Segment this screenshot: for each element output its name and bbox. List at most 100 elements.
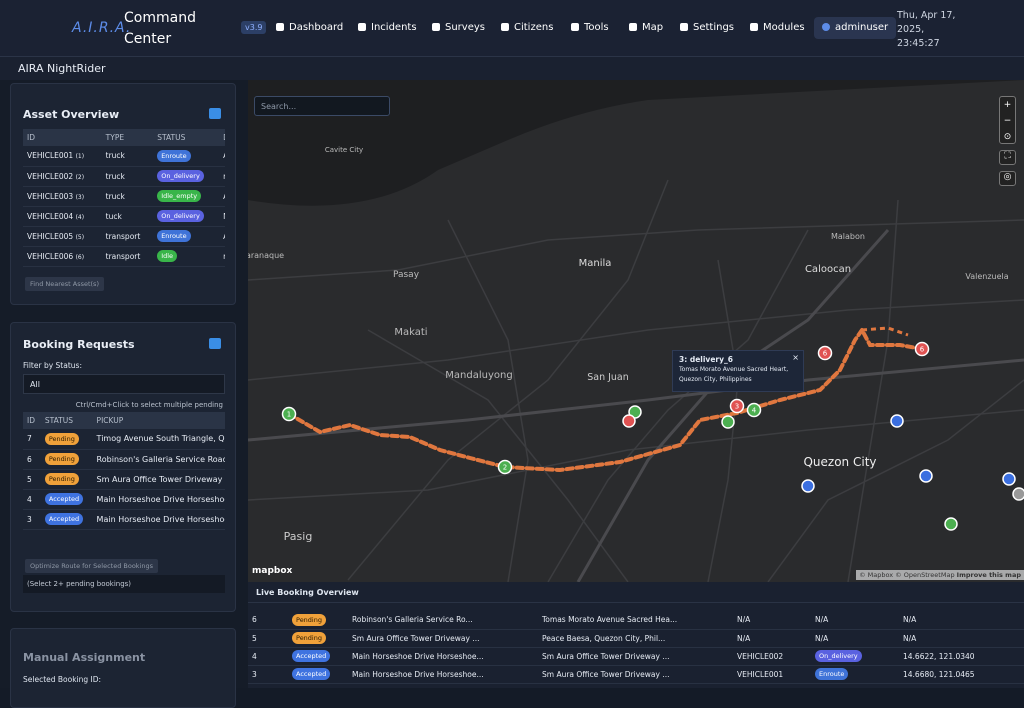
nav-item[interactable]: Citizens bbox=[493, 17, 561, 39]
zoom-controls[interactable]: + − ⊙ bbox=[999, 96, 1016, 144]
type: transport bbox=[105, 251, 141, 261]
status-badge: Pending bbox=[44, 432, 79, 445]
attribution: © Mapbox © OpenStreetMap Improve this ma… bbox=[856, 570, 1024, 580]
vehicle-num: (5) bbox=[75, 233, 85, 241]
place-label: Manila bbox=[579, 258, 612, 269]
nav-item[interactable]: Dashboard bbox=[268, 17, 351, 39]
vehicle-id: VEHICLE001 bbox=[27, 151, 74, 161]
refresh[interactable] bbox=[209, 338, 221, 349]
live-row: 6 Pending Robinson's Galleria Service Ro..… bbox=[248, 611, 1024, 629]
place-label: Makati bbox=[394, 327, 427, 338]
asset-card: Asset Overview IDTYPESTATUSDRIVVEHICLE00… bbox=[10, 83, 236, 305]
map-marker bbox=[817, 345, 833, 361]
subheader: AIRA NightRider bbox=[0, 57, 1024, 80]
refresh[interactable] bbox=[209, 108, 221, 119]
driver: repor bbox=[219, 166, 225, 186]
type: transport bbox=[105, 231, 141, 241]
col-header: STATUS bbox=[153, 129, 220, 146]
cell: VEHICLE006 (6) bbox=[23, 246, 102, 266]
nav-item[interactable]: Modules bbox=[742, 17, 813, 39]
find-button[interactable]: Find Nearest Asset(s) bbox=[25, 277, 104, 291]
cell: On_delivery bbox=[153, 206, 219, 226]
place-label: aranaque bbox=[248, 251, 284, 260]
cell: Enroute bbox=[153, 226, 219, 246]
map-marker bbox=[890, 414, 904, 428]
cell: Main Horseshoe Drive Horseshoe... bbox=[352, 651, 484, 661]
filter-label: Filter by Status: bbox=[23, 361, 82, 370]
cell: N/A bbox=[903, 633, 917, 643]
map[interactable]: Cavite City Pasay Manila Caloocan Malabon Val… bbox=[248, 80, 1024, 582]
nav-item[interactable]: Tools bbox=[563, 17, 617, 39]
cell: Enroute bbox=[811, 665, 899, 683]
user-button[interactable]: adminuser bbox=[814, 17, 897, 39]
map-marker bbox=[919, 469, 933, 483]
asset-row: VEHICLE006 (6)transport Idle repor bbox=[23, 246, 225, 266]
dt-line: 23:45:27 bbox=[897, 38, 940, 49]
locate[interactable]: ◎ bbox=[999, 171, 1016, 186]
header-row: ID STATUS PICKUP bbox=[23, 412, 225, 429]
map-marker bbox=[746, 402, 762, 418]
asset-row: VEHICLE001 (1)truckEnrouteAdmi bbox=[23, 146, 225, 166]
cell: Sm Aura Office Tower Driveway ... bbox=[542, 669, 670, 679]
status-badge: Idle bbox=[157, 250, 178, 262]
popup-close[interactable]: × bbox=[792, 353, 799, 362]
marker-label: 1 bbox=[287, 411, 291, 419]
cell: Peace Baesa, Quezon City, Phil... bbox=[542, 633, 666, 643]
nav-item[interactable]: Surveys bbox=[424, 17, 493, 39]
place-label: San Juan bbox=[587, 372, 629, 383]
status-badge: On_delivery bbox=[815, 650, 862, 662]
search-input[interactable]: Search... bbox=[254, 96, 390, 116]
nav-item[interactable]: Map bbox=[621, 17, 671, 39]
nav-item[interactable]: Incidents bbox=[350, 17, 425, 39]
pickup: Main Horseshoe Drive Horseshoe, C bbox=[96, 494, 225, 504]
booking-row[interactable]: 7 Pending Timog Avenue South Triangle, Que… bbox=[23, 429, 225, 449]
cell: Tomas Morato Avenue Sacred Hea... bbox=[542, 615, 678, 625]
driver: Admi bbox=[219, 186, 225, 206]
improve-link[interactable]: Improve this map bbox=[956, 571, 1021, 579]
filter-select[interactable]: All bbox=[23, 374, 225, 394]
nav-icon bbox=[358, 23, 366, 31]
vehicle-num: (4) bbox=[75, 213, 85, 221]
mapbox-logo: mapbox bbox=[252, 566, 293, 576]
cell: On_delivery bbox=[153, 166, 219, 186]
col-header: ID bbox=[23, 412, 41, 429]
cell: Main Horseshoe Drive Horseshoe... bbox=[352, 669, 484, 679]
cell: Accepted bbox=[41, 489, 93, 509]
booking-row[interactable]: 3 Accepted Main Horseshoe Drive Horseshoe,… bbox=[23, 509, 225, 529]
vehicle-id: VEHICLE002 bbox=[27, 171, 74, 181]
booking-row[interactable]: 4 Accepted Main Horseshoe Drive Horseshoe,… bbox=[23, 489, 225, 509]
nav-item[interactable]: Settings bbox=[672, 17, 742, 39]
pickup: Main Horseshoe Drive Horseshoe, C bbox=[96, 514, 225, 524]
col-header: STATUS bbox=[40, 412, 93, 429]
status-badge: Accepted bbox=[44, 513, 84, 525]
pickup: Robinson's Galleria Service Road Ug bbox=[96, 454, 225, 464]
status-badge: Pending bbox=[292, 632, 326, 644]
cell: VEHICLE005 (5) bbox=[23, 226, 102, 246]
fullscreen[interactable]: ⛶ bbox=[999, 150, 1016, 165]
nav-label: Citizens bbox=[514, 22, 554, 33]
cell: Accepted bbox=[288, 647, 348, 665]
type: truck bbox=[105, 171, 125, 181]
driver: repor bbox=[219, 246, 225, 266]
status-badge: Accepted bbox=[292, 650, 331, 662]
marker-label: 6 bbox=[920, 346, 925, 354]
driver: Admi bbox=[219, 146, 225, 166]
id: 5 bbox=[27, 474, 32, 484]
cell: 14.6680, 121.0465 bbox=[903, 669, 975, 679]
map-marker bbox=[622, 414, 636, 428]
vehicle-id: VEHICLE005 bbox=[27, 231, 74, 241]
cell: Accepted bbox=[41, 509, 93, 529]
booking-row[interactable]: 6 Pending Robinson's Galleria Service Road… bbox=[23, 449, 225, 469]
optimize-button[interactable]: Optimize Route for Selected Bookings bbox=[25, 559, 159, 573]
cell: Pending bbox=[41, 429, 93, 449]
marker-label: 4 bbox=[752, 407, 757, 415]
status-badge: Pending bbox=[44, 473, 79, 485]
vehicle-id: VEHICLE004 bbox=[27, 211, 74, 221]
pickup: Sm Aura Office Tower Driveway Pos bbox=[96, 474, 225, 484]
route bbox=[287, 326, 924, 473]
nav-icon bbox=[276, 23, 284, 31]
attribution-text: © Mapbox © OpenStreetMap bbox=[859, 571, 955, 579]
booking-row[interactable]: 5 Pending Sm Aura Office Tower Driveway Po… bbox=[23, 469, 225, 489]
